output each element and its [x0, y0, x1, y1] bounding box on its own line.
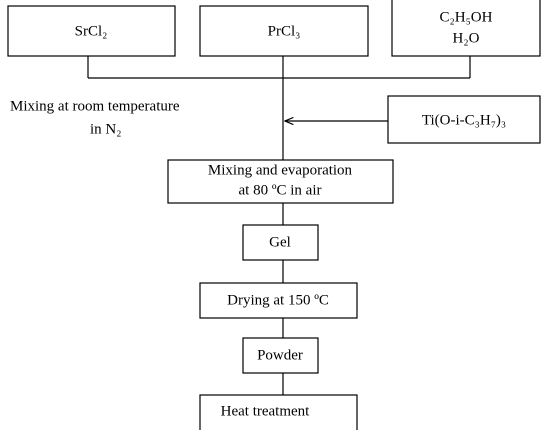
- box: [7, 5, 176, 57]
- box: [391, 0, 541, 57]
- box: [167, 159, 394, 204]
- node-label: Ti(O-i-C₃H₇)₃: [422, 112, 506, 128]
- annotation: in N₂: [90, 121, 121, 137]
- box: [242, 337, 319, 374]
- annotation: Mixing at room temperature: [10, 98, 180, 114]
- box: [199, 394, 358, 430]
- node-label: Gel: [269, 234, 291, 250]
- node-label: Mixing and evaporation: [208, 162, 353, 178]
- box: [387, 95, 541, 144]
- node-label: PrCl₃: [268, 23, 301, 39]
- box: [242, 224, 319, 261]
- node-label: Drying at 150 ºC: [227, 292, 329, 308]
- node-label: Heat treatment: [221, 403, 311, 419]
- node-label: Powder: [257, 347, 303, 363]
- node-label: H₂O: [453, 30, 480, 46]
- node-label: at 80 ºC in air: [239, 182, 322, 198]
- box: [199, 5, 369, 57]
- box: [199, 282, 358, 319]
- node-label: SrCl₂: [75, 23, 108, 39]
- node-label: C₂H₅OH: [440, 9, 493, 25]
